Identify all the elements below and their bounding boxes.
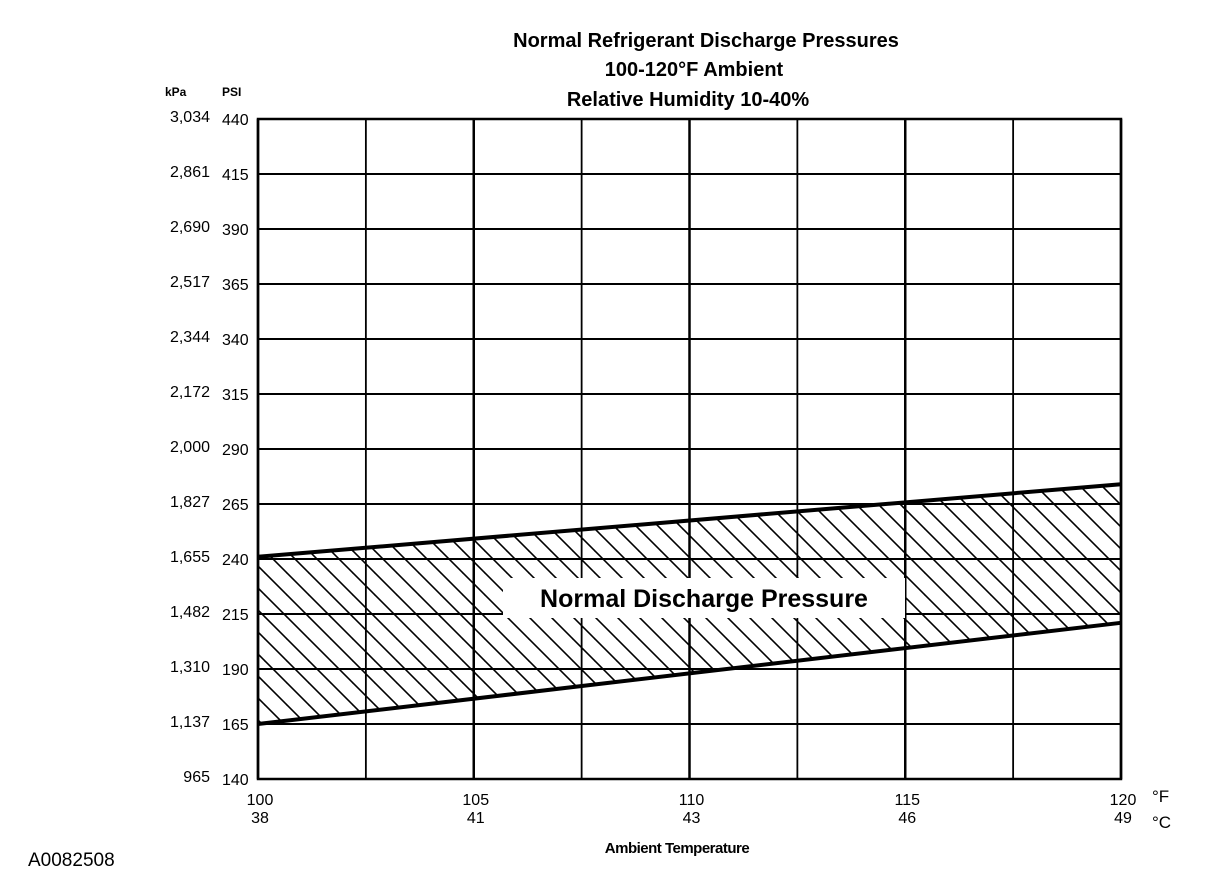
kpa-tick-label: 1,655 xyxy=(170,549,210,566)
psi-tick-label: 190 xyxy=(222,662,249,679)
c-tick-label: 38 xyxy=(251,810,269,827)
c-tick-label: 43 xyxy=(683,810,701,827)
kpa-tick-label: 965 xyxy=(183,769,210,786)
psi-tick-label: 390 xyxy=(222,222,249,239)
f-tick-label: 105 xyxy=(462,792,489,809)
band-label-background xyxy=(503,578,905,618)
psi-tick-label: 165 xyxy=(222,717,249,734)
x-unit-c: °C xyxy=(1152,813,1171,832)
kpa-tick-label: 2,861 xyxy=(170,164,210,181)
psi-tick-label: 315 xyxy=(222,387,249,404)
kpa-tick-label: 1,137 xyxy=(170,714,210,731)
psi-tick-label: 365 xyxy=(222,277,249,294)
lower-limit-line xyxy=(257,620,1122,726)
psi-tick-label: 415 xyxy=(222,167,249,184)
c-tick-label: 41 xyxy=(467,810,485,827)
psi-tick-label: 215 xyxy=(222,607,249,624)
psi-axis-label: PSI xyxy=(222,85,241,99)
x-axis-label: Ambient Temperature xyxy=(605,840,750,857)
y-ticks: 440 3,034 415 2,861 390 2,690 365 2,517 340 2,344… xyxy=(170,109,249,789)
band-label: Normal Discharge Pressure xyxy=(540,585,868,613)
kpa-axis-label: kPa xyxy=(165,85,187,99)
normal-band: Normal Discharge Pressure xyxy=(257,482,1122,726)
psi-tick-label: 240 xyxy=(222,552,249,569)
psi-tick-label: 440 xyxy=(222,112,249,129)
psi-tick-label: 140 xyxy=(222,772,249,789)
kpa-tick-label: 2,172 xyxy=(170,384,210,401)
upper-limit-line xyxy=(257,482,1122,559)
psi-tick-label: 340 xyxy=(222,332,249,349)
kpa-tick-label: 3,034 xyxy=(170,109,210,126)
chart-title: Normal Refrigerant Discharge Pressures xyxy=(513,30,899,52)
kpa-tick-label: 1,827 xyxy=(170,494,210,511)
x-unit-f: °F xyxy=(1152,787,1169,806)
chart-subtitle-1: 100-120°F Ambient xyxy=(605,59,784,81)
c-tick-label: 49 xyxy=(1114,810,1132,827)
f-tick-label: 115 xyxy=(894,792,920,809)
kpa-tick-label: 2,000 xyxy=(170,439,210,456)
f-tick-label: 100 xyxy=(247,792,274,809)
f-tick-label: 120 xyxy=(1110,792,1137,809)
chart-subtitle-2: Relative Humidity 10-40% xyxy=(567,89,810,111)
plot-border xyxy=(256,117,1123,781)
kpa-tick-label: 2,344 xyxy=(170,329,210,346)
kpa-tick-label: 1,482 xyxy=(170,604,210,621)
figure-id: A0082508 xyxy=(28,850,115,871)
psi-tick-label: 290 xyxy=(222,442,249,459)
kpa-tick-label: 2,517 xyxy=(170,274,210,291)
psi-tick-label: 265 xyxy=(222,497,249,514)
f-tick-label: 110 xyxy=(679,792,705,809)
kpa-tick-label: 1,310 xyxy=(170,659,210,676)
kpa-tick-label: 2,690 xyxy=(170,219,210,236)
c-tick-label: 46 xyxy=(898,810,916,827)
